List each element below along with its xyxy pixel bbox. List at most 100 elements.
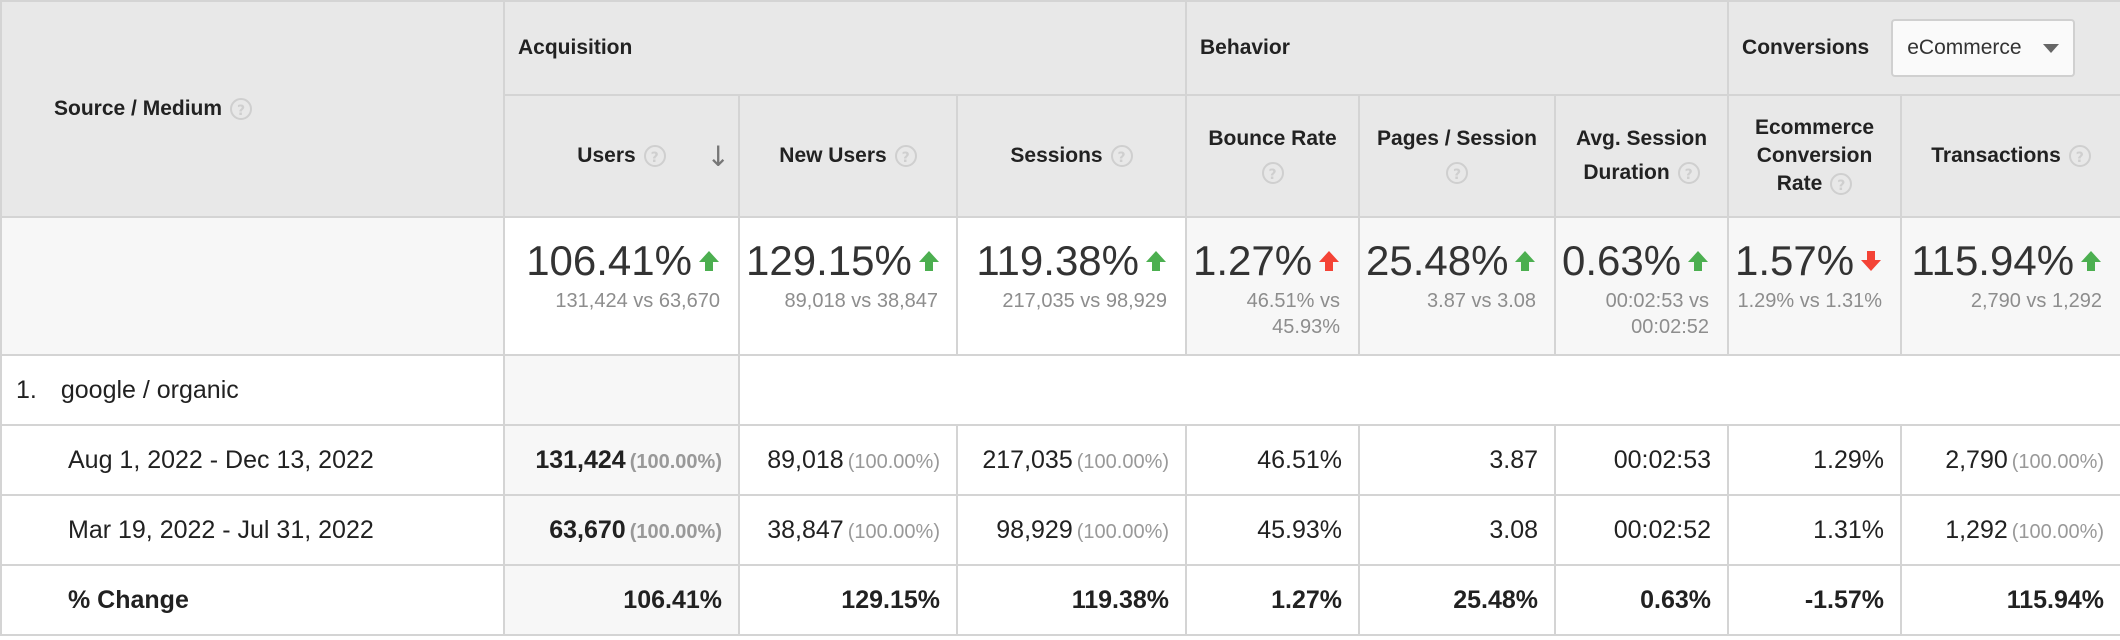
behavior-group-header: Behavior xyxy=(1185,0,1730,96)
trend-up-icon xyxy=(918,250,939,271)
conversion-type-dropdown[interactable]: eCommerce xyxy=(1891,19,2076,77)
avg-session-duration-cell: 00:02:53 xyxy=(1554,424,1730,496)
source-link[interactable]: google / organic xyxy=(60,375,239,404)
acquisition-label: Acquisition xyxy=(518,36,633,59)
column-bounce-rate[interactable]: Bounce Rate? xyxy=(1185,94,1361,218)
conversions-label: Conversions xyxy=(1742,36,1870,59)
trend-down-bad-icon xyxy=(1861,250,1882,271)
column-new-users[interactable]: New Users? xyxy=(738,94,958,218)
conversion-type-value: eCommerce xyxy=(1907,36,2022,59)
source-medium-label: Source / Medium xyxy=(54,97,223,120)
conversions-group-header: Conversions eCommerce xyxy=(1727,0,2120,96)
column-users[interactable]: Users? ↓ xyxy=(503,94,740,218)
help-icon[interactable]: ? xyxy=(1677,162,1700,185)
column-sessions[interactable]: Sessions? xyxy=(955,94,1188,218)
trend-up-icon xyxy=(1515,250,1536,271)
pages-session-cell: 3.87 xyxy=(1358,424,1557,496)
summary-value: 106.41% xyxy=(526,237,692,284)
summary-pages-session: 25.48% 3.87 vs 3.08 xyxy=(1358,216,1557,356)
summary-compare: 131,424 vs 63,670 xyxy=(555,290,720,312)
ecommerce-conversion-rate-cell: 1.29% xyxy=(1727,424,1903,496)
column-transactions[interactable]: Transactions? xyxy=(1900,94,2120,218)
help-icon[interactable]: ? xyxy=(643,145,666,168)
column-pages-session[interactable]: Pages / Session? xyxy=(1358,94,1557,218)
sessions-change-cell: 119.38% xyxy=(955,564,1188,636)
trend-up-icon xyxy=(699,250,719,271)
source-row-users-cell xyxy=(503,354,740,426)
new-users-pct: (100.00%) xyxy=(847,450,940,473)
help-icon[interactable]: ? xyxy=(2068,145,2091,168)
column-avg-session-duration[interactable]: Avg. Session Duration? xyxy=(1554,94,1730,218)
new-users-value: 89,018 xyxy=(767,445,844,474)
period-label: Mar 19, 2022 - Jul 31, 2022 xyxy=(0,494,505,566)
column-label: Avg. Session Duration xyxy=(1575,127,1708,184)
summary-value: 119.38% xyxy=(976,237,1140,284)
source-row-empty-cell xyxy=(737,354,2120,426)
help-icon[interactable]: ? xyxy=(1446,162,1469,185)
sort-descending-icon[interactable]: ↓ xyxy=(706,140,730,173)
help-icon[interactable]: ? xyxy=(1110,145,1133,168)
source-row[interactable]: 1. google / organic xyxy=(0,354,2120,426)
column-label: New Users xyxy=(779,144,887,167)
column-ecommerce-conversion-rate[interactable]: Ecommerce Conversion Rate? xyxy=(1727,94,1903,218)
pages-session-cell: 3.08 xyxy=(1358,494,1557,566)
new-users-cell: 38,847 (100.00%) xyxy=(738,494,958,566)
users-value: 131,424 xyxy=(535,445,626,474)
summary-compare: 3.87 vs 3.08 xyxy=(1427,290,1537,312)
column-label: Ecommerce Conversion Rate xyxy=(1754,116,1875,195)
change-label: % Change xyxy=(0,564,505,636)
help-icon[interactable]: ? xyxy=(1830,173,1853,196)
users-value: 63,670 xyxy=(549,515,626,544)
sessions-pct: (100.00%) xyxy=(1076,450,1170,473)
summary-value: 115.94% xyxy=(1911,237,2075,284)
summary-compare: 217,035 vs 98,929 xyxy=(1002,290,1168,312)
ecommerce-conversion-rate-cell: 1.31% xyxy=(1727,494,1903,566)
summary-value: 1.57% xyxy=(1735,237,1855,284)
source-medium-header: Source / Medium? xyxy=(0,0,505,218)
help-icon[interactable]: ? xyxy=(230,98,253,121)
help-icon[interactable]: ? xyxy=(1261,162,1284,185)
users-change-cell: 106.41% xyxy=(503,564,740,636)
source-cell[interactable]: 1. google / organic xyxy=(0,354,505,426)
summary-compare: 89,018 vs 38,847 xyxy=(784,290,938,312)
column-label: Sessions xyxy=(1010,144,1103,167)
bounce-rate-cell: 45.93% xyxy=(1185,494,1361,566)
help-icon[interactable]: ? xyxy=(894,145,917,168)
transactions-value: 2,790 xyxy=(1945,445,2008,474)
bounce-rate-cell: 46.51% xyxy=(1185,424,1361,496)
summary-value: 0.63% xyxy=(1562,237,1682,284)
column-label: Transactions xyxy=(1931,144,2061,167)
new-users-value: 38,847 xyxy=(767,515,844,544)
summary-value: 1.27% xyxy=(1193,237,1313,284)
column-label: Pages / Session xyxy=(1377,127,1537,150)
transactions-cell: 2,790 (100.00%) xyxy=(1900,424,2120,496)
trend-up-icon xyxy=(1146,250,1167,271)
summary-value: 25.48% xyxy=(1366,237,1509,284)
pages-session-change-cell: 25.48% xyxy=(1358,564,1557,636)
new-users-cell: 89,018 (100.00%) xyxy=(738,424,958,496)
trend-up-icon xyxy=(1688,250,1709,271)
summary-avg-session-duration: 0.63% 00:02:53 vs 00:02:52 xyxy=(1554,216,1730,356)
trend-up-icon xyxy=(2081,250,2102,271)
summary-users: 106.41% 131,424 vs 63,670 xyxy=(503,216,740,356)
sessions-value: 98,929 xyxy=(996,515,1073,544)
users-pct: (100.00%) xyxy=(629,520,722,543)
behavior-label: Behavior xyxy=(1200,36,1290,59)
summary-sessions: 119.38% 217,035 vs 98,929 xyxy=(955,216,1188,356)
users-cell: 63,670 (100.00%) xyxy=(503,494,740,566)
sessions-cell: 98,929 (100.00%) xyxy=(955,494,1188,566)
transactions-value: 1,292 xyxy=(1945,515,2008,544)
sessions-cell: 217,035 (100.00%) xyxy=(955,424,1188,496)
users-pct: (100.00%) xyxy=(629,450,722,473)
caret-down-icon xyxy=(2043,43,2060,53)
summary-compare: 1.29% vs 1.31% xyxy=(1737,290,1883,312)
acquisition-group-header: Acquisition xyxy=(502,0,1188,96)
transactions-pct: (100.00%) xyxy=(2011,450,2105,473)
summary-compare: 2,790 vs 1,292 xyxy=(1970,290,2103,312)
transactions-pct: (100.00%) xyxy=(2011,520,2105,543)
summary-compare: 00:02:53 vs 00:02:52 xyxy=(1605,290,1710,338)
summary-row: 106.41% 131,424 vs 63,670 129.15% 89,018… xyxy=(0,216,2120,356)
table-row-period-2: Mar 19, 2022 - Jul 31, 2022 63,670 (100.0… xyxy=(0,494,2120,566)
summary-value: 129.15% xyxy=(746,237,912,284)
